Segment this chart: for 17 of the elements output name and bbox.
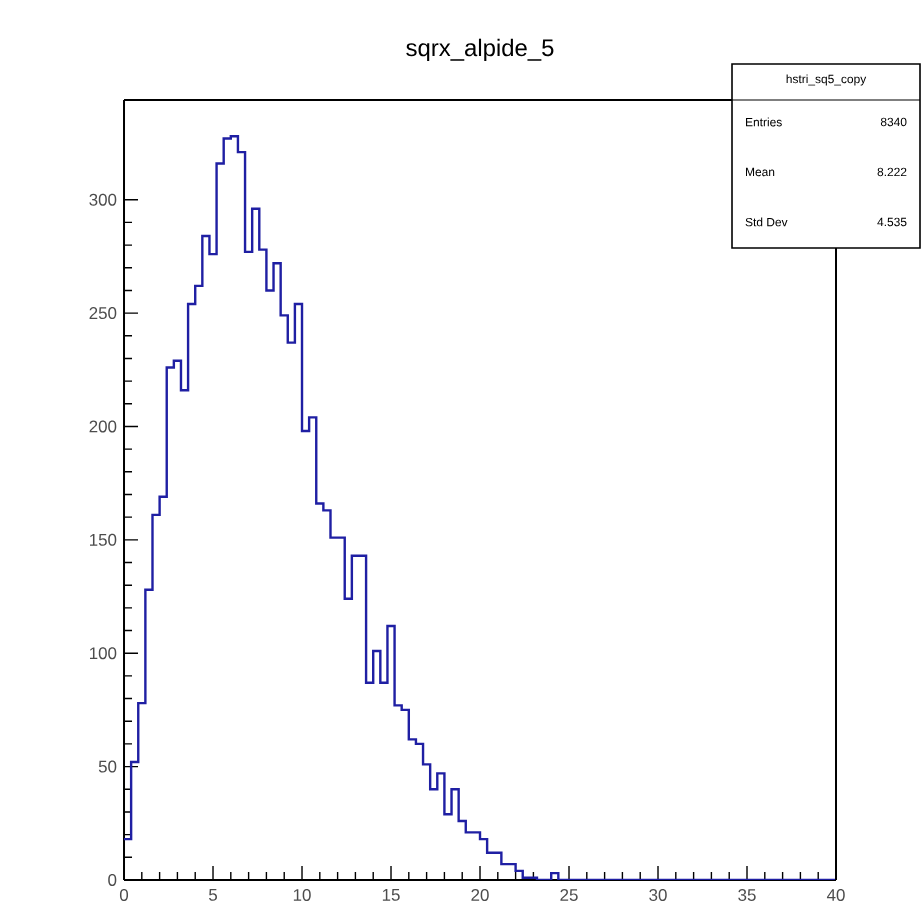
y-tick-label: 150 (90, 533, 117, 546)
x-tick-label: 40 (826, 889, 845, 901)
x-tick-label: 5 (208, 889, 218, 901)
x-tick-label: 15 (382, 889, 400, 901)
x-tick-label: 10 (293, 889, 311, 901)
y-tick-label: 300 (89, 193, 117, 206)
y-tick-label: 200 (89, 420, 117, 433)
x-tick-label: 35 (738, 889, 756, 901)
y-tick-label: 250 (89, 307, 117, 320)
y-tick-label: 100 (90, 647, 117, 660)
x-tick-label: 20 (471, 889, 489, 901)
y-tick-label: 50 (98, 760, 117, 773)
y-tick-label: 0 (108, 873, 117, 886)
x-tick-label: 30 (649, 889, 667, 901)
chart-title: sqrx_alpide_5 (406, 38, 554, 61)
x-tick-label: 0 (119, 889, 129, 901)
x-tick-label: 25 (560, 889, 578, 901)
